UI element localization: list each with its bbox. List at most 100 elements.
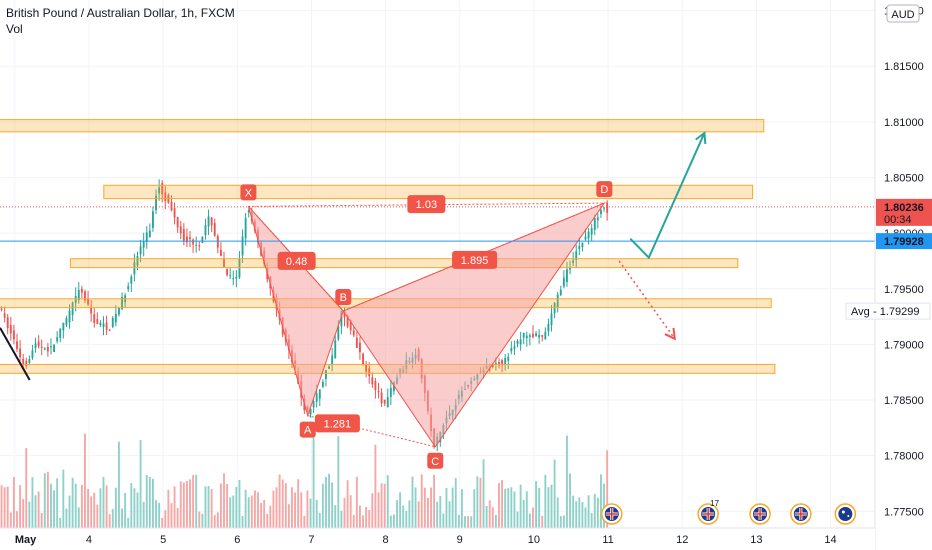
volume-bar <box>164 510 167 528</box>
candle-body <box>525 335 528 339</box>
candle-body <box>161 182 164 195</box>
volume-bar <box>173 486 176 528</box>
volume-bar <box>300 492 303 528</box>
time-tick-label: 10 <box>528 534 540 546</box>
candle-body <box>371 377 374 385</box>
volume-bar <box>457 514 460 528</box>
candle-body <box>192 239 195 245</box>
pattern-point-d: D <box>596 181 613 198</box>
volume-bar <box>362 515 364 528</box>
volume-bar <box>25 448 28 528</box>
volume-bar <box>569 473 571 528</box>
pattern-point-x: X <box>240 184 257 201</box>
candle-body <box>130 276 133 284</box>
volume-bar <box>0 485 3 528</box>
volume-bar <box>229 497 232 528</box>
candle-body <box>71 302 74 316</box>
volume-bar <box>102 477 105 528</box>
candle-body <box>519 339 522 345</box>
candle-body <box>575 251 578 260</box>
last-price-box <box>876 198 932 226</box>
volume-bar <box>22 499 25 528</box>
volume-indicator-label[interactable]: Vol <box>6 22 23 36</box>
candle-body <box>383 399 386 404</box>
volume-bar <box>426 497 429 528</box>
ratio-badge <box>277 251 316 270</box>
candle-body <box>328 366 330 369</box>
volume-bar <box>46 471 49 528</box>
volume-bar <box>377 492 380 528</box>
volume-bar <box>80 484 83 528</box>
volume-bar <box>195 474 198 528</box>
candle-body <box>176 217 179 228</box>
volume-bar <box>596 497 599 528</box>
volume-bar <box>491 507 494 528</box>
candle-body <box>590 228 593 235</box>
volume-bar <box>139 439 142 528</box>
point-marker <box>240 184 257 201</box>
candle-body <box>111 317 114 328</box>
volume-bar <box>420 474 423 528</box>
candle-body <box>340 311 343 327</box>
volume-bar <box>396 500 398 528</box>
candle-body <box>164 192 167 202</box>
volume-bar <box>343 497 346 528</box>
volume-bar <box>207 485 210 528</box>
volume-bar <box>34 495 37 528</box>
flag-bg <box>838 507 853 521</box>
volume-bar <box>216 512 219 528</box>
volume-bar <box>430 487 432 528</box>
volume-bar <box>145 475 148 528</box>
time-tick-label: May <box>15 534 37 546</box>
volume-bar <box>454 478 457 528</box>
volume-bar <box>121 508 123 528</box>
candle-body <box>522 332 525 338</box>
volume-bar <box>599 474 602 528</box>
candle-body <box>603 207 605 209</box>
volume-bar <box>464 516 466 528</box>
time-tick-label: 11 <box>602 534 613 546</box>
volume-bar <box>572 495 575 528</box>
candle-body <box>31 350 34 358</box>
point-marker <box>427 452 444 469</box>
candle-body <box>581 242 584 248</box>
candle-body <box>151 211 154 228</box>
candle-body <box>46 346 49 352</box>
candle-body <box>235 276 238 279</box>
volume-bar <box>535 481 538 528</box>
volume-bar <box>136 492 139 528</box>
candle-body <box>0 308 3 310</box>
economic-event-au-icon <box>834 503 857 525</box>
currency-badge-text: AUD <box>891 9 914 21</box>
symbol-title[interactable]: British Pound / Australian Dollar, 1h, F… <box>6 6 235 20</box>
volume-bar <box>584 507 587 528</box>
volume-bar <box>504 488 507 528</box>
volume-bar <box>133 488 136 528</box>
volume-bar <box>306 490 309 528</box>
volume-bar <box>581 502 584 528</box>
candle-body <box>182 229 185 242</box>
volume-bar <box>346 480 349 528</box>
candle-body <box>139 246 142 255</box>
ratio-badge <box>314 414 360 433</box>
volume-bar <box>99 488 102 528</box>
volume-bar <box>114 487 117 528</box>
candle-body <box>59 328 62 339</box>
price-tick-label: 1.79000 <box>884 339 924 351</box>
volume-bar <box>16 511 18 528</box>
volume-bar <box>380 483 383 528</box>
volume-bar <box>405 510 408 528</box>
volume-bar <box>315 499 318 528</box>
candle-body <box>550 313 553 326</box>
volume-bar <box>281 479 284 528</box>
candle-body <box>90 306 93 314</box>
candle-body <box>158 187 161 194</box>
candle-body <box>325 370 327 380</box>
volume-bar <box>257 492 259 528</box>
candle-body <box>207 216 210 227</box>
time-tick-label: 4 <box>86 534 92 546</box>
volume-bar <box>359 505 361 528</box>
volume-bar <box>467 516 470 528</box>
